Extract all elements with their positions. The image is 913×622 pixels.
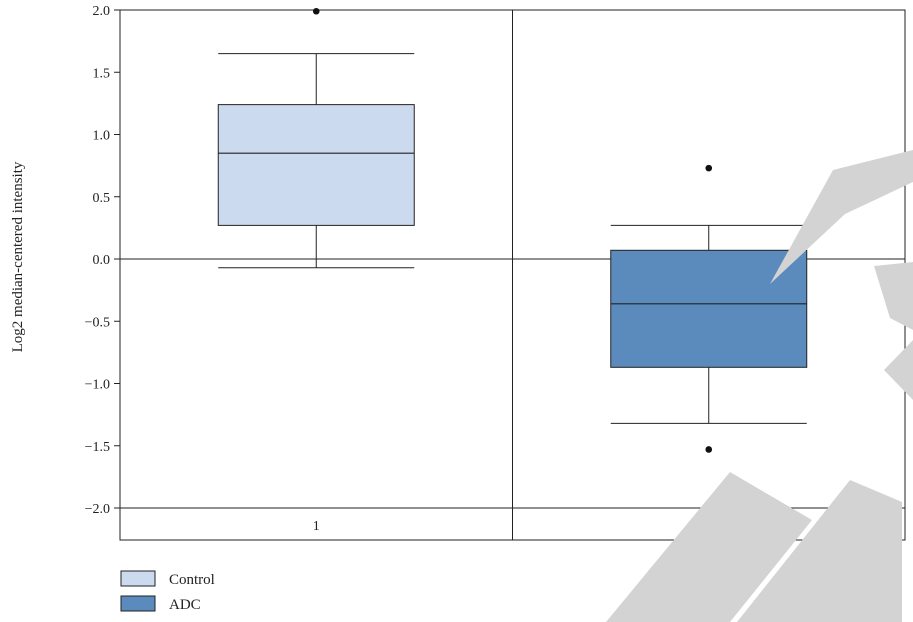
y-tick-label: −0.5 <box>85 315 110 330</box>
watermark-stroke <box>884 340 913 400</box>
y-tick-label: 1.5 <box>93 66 111 81</box>
y-tick-label: 1.0 <box>93 129 111 144</box>
watermark-stroke <box>770 150 913 284</box>
y-tick-label: 0.5 <box>93 191 111 206</box>
legend-label: ADC <box>169 597 201 613</box>
box-adc <box>610 249 808 368</box>
y-axis-label: Log2 median-centered intensity <box>10 161 26 352</box>
y-tick-label: −2.0 <box>85 502 110 517</box>
y-tick-label: −1.5 <box>85 440 110 455</box>
y-tick-label: −1.0 <box>85 378 110 393</box>
outlier-point <box>705 164 713 172</box>
legend: Control ADC <box>120 570 215 613</box>
outlier-point <box>312 7 320 15</box>
watermark <box>606 150 913 622</box>
legend-label: Control <box>169 572 215 588</box>
box-control <box>217 104 415 226</box>
x-tick-label: 1 <box>313 519 320 534</box>
outlier-point <box>705 446 713 453</box>
watermark-stroke <box>874 262 913 330</box>
watermark-stroke <box>606 472 812 622</box>
y-tick-label: 2.0 <box>93 4 111 19</box>
legend-swatch <box>120 570 156 587</box>
y-tick-label: 0.0 <box>93 253 111 268</box>
legend-swatch <box>120 595 156 612</box>
plot-area: 2.01.51.00.50.0−0.5−1.0−1.5−2.012 <box>85 4 906 541</box>
watermark-stroke <box>737 480 902 622</box>
